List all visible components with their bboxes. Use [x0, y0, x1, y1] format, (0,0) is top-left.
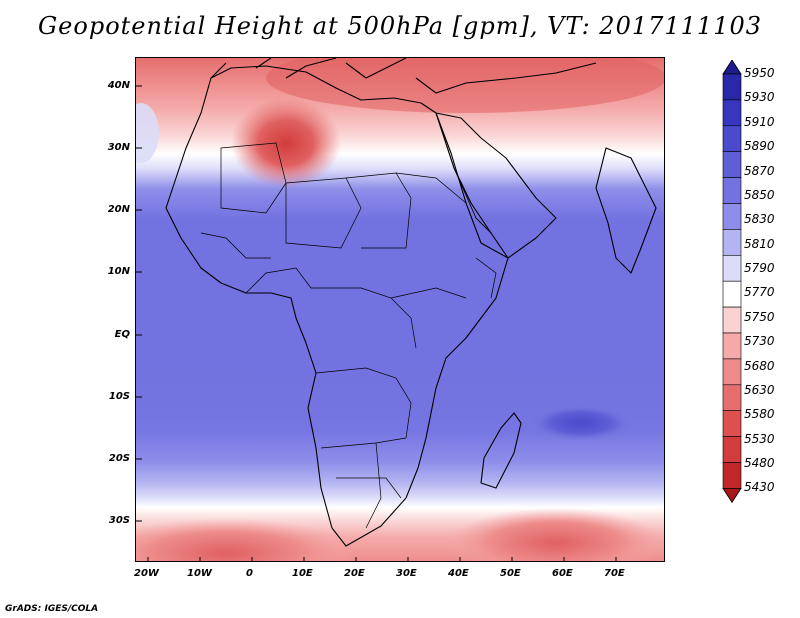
colorbar-swatch [722, 229, 742, 256]
credit-footer: GrADS: IGES/COLA [5, 604, 99, 614]
colorbar-level-label: 5910 [744, 114, 775, 129]
lon-label: 20W [134, 568, 159, 579]
colorbar-level-label: 5930 [744, 90, 775, 105]
map-panel [135, 57, 665, 562]
colorbar-level-label: 5870 [744, 163, 775, 178]
colorbar-arrow-top [722, 60, 742, 75]
colorbar-swatch [722, 99, 742, 127]
lon-label: 50E [500, 568, 521, 579]
colorbar-swatch [722, 203, 742, 230]
coastlines [165, 58, 657, 547]
colorbar-level-label: 5630 [744, 382, 775, 397]
lat-label: 40N [107, 80, 130, 91]
lon-label: 0 [246, 568, 253, 579]
colorbar-level-label: 5890 [744, 139, 775, 154]
colorbar-level-label: 5680 [744, 358, 775, 373]
colorbar [722, 60, 742, 504]
colorbar-swatch [722, 73, 742, 101]
plot-title: Geopotential Height at 500hPa [gpm], VT:… [38, 12, 762, 40]
lon-label: 10E [292, 568, 313, 579]
lon-label: 10W [187, 568, 212, 579]
country-borders [200, 142, 497, 529]
lat-label: 10N [107, 266, 130, 277]
colorbar-swatch [722, 358, 742, 386]
geopotential-field [136, 58, 664, 561]
lat-label: 30S [108, 515, 130, 526]
colorbar-swatch [722, 436, 742, 463]
colorbar-swatch [722, 306, 742, 334]
colorbar-swatch [722, 125, 742, 153]
colorbar-swatch [722, 410, 742, 437]
colorbar-level-label: 5770 [744, 285, 775, 300]
colorbar-swatch [722, 151, 742, 178]
colorbar-level-label: 5530 [744, 431, 775, 446]
colorbar-level-label: 5830 [744, 212, 775, 227]
lon-label: 20E [344, 568, 365, 579]
colorbar-level-label: 5850 [744, 187, 775, 202]
colorbar-level-label: 5810 [744, 236, 775, 251]
colorbar-swatch [722, 332, 742, 360]
colorbar-swatch [722, 255, 742, 282]
lon-label: 40E [448, 568, 469, 579]
colorbar-arrow-bottom [722, 487, 742, 504]
colorbar-swatch [722, 280, 742, 308]
lon-label: 70E [604, 568, 625, 579]
colorbar-level-label: 5480 [744, 456, 775, 471]
lat-label: 30N [107, 142, 130, 153]
lat-label: 20S [108, 453, 130, 464]
lat-label: 10S [108, 391, 130, 402]
lat-label: 20N [107, 204, 130, 215]
colorbar-level-label: 5750 [744, 309, 775, 324]
colorbar-swatch [722, 177, 742, 204]
colorbar-level-label: 5950 [744, 66, 775, 80]
lon-label: 60E [552, 568, 573, 579]
lon-label: 30E [396, 568, 417, 579]
lat-label: EQ [114, 329, 130, 340]
colorbar-level-label: 5580 [744, 407, 775, 422]
colorbar-level-label: 5430 [744, 480, 775, 495]
colorbar-level-label: 5790 [744, 261, 775, 275]
colorbar-level-label: 5730 [744, 334, 775, 349]
colorbar-swatch [722, 462, 742, 489]
colorbar-swatch [722, 384, 742, 411]
